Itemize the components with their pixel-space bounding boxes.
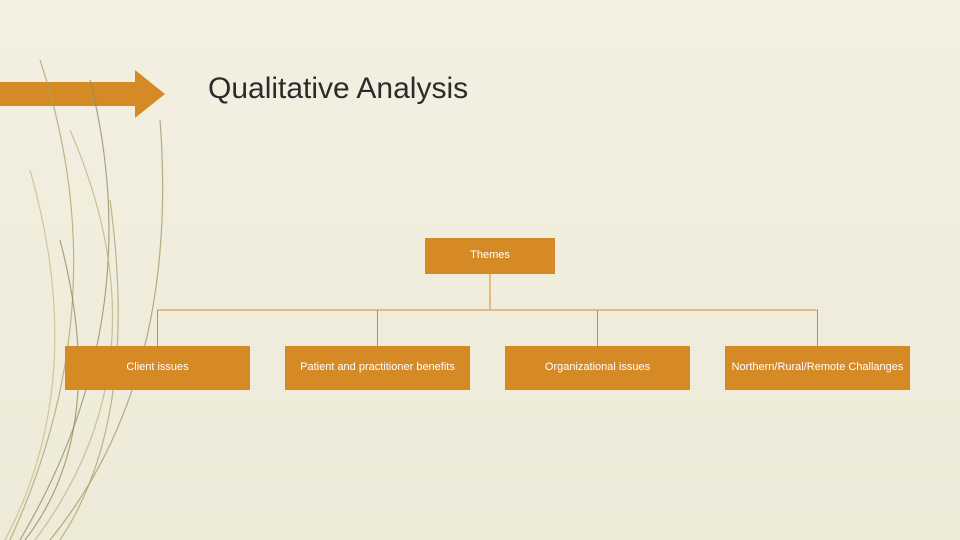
org-chart: Themes Client issues Patient and practit…: [65, 238, 910, 408]
accent-arrow-icon: [135, 70, 165, 118]
tree-child-label: Organizational issues: [545, 361, 650, 375]
slide: Qualitative Analysis Themes Client issue…: [0, 0, 960, 540]
tree-child-node: Organizational issues: [505, 346, 690, 390]
slide-title: Qualitative Analysis: [208, 72, 468, 106]
tree-child-node: Patient and practitioner benefits: [285, 346, 470, 390]
tree-child-label: Northern/Rural/Remote Challanges: [732, 361, 904, 375]
accent-bar: [0, 82, 135, 106]
tree-child-node: Northern/Rural/Remote Challanges: [725, 346, 910, 390]
tree-child-label: Patient and practitioner benefits: [300, 361, 455, 375]
tree-root-label: Themes: [470, 249, 510, 263]
tree-child-node: Client issues: [65, 346, 250, 390]
tree-root-node: Themes: [425, 238, 555, 274]
tree-child-label: Client issues: [126, 361, 188, 375]
